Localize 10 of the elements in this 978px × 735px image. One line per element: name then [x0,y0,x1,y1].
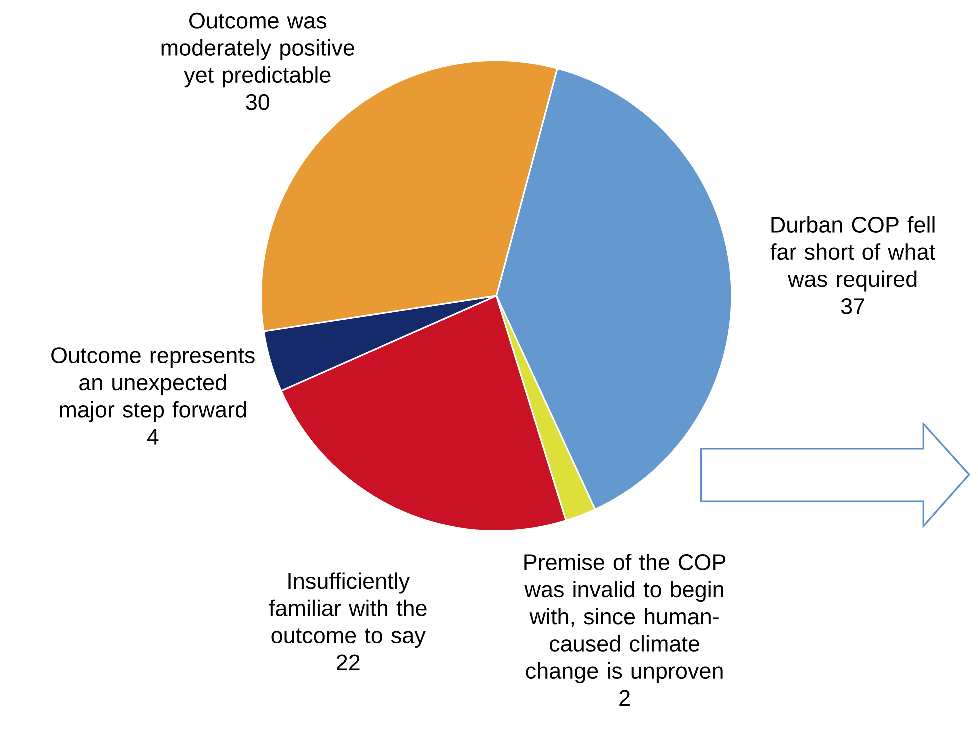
data-label: 37 [841,298,864,314]
data-label: 2 [620,690,630,706]
slice-label: Durban COP fell far short of what was required [770,216,936,292]
slice-label: Premise of the COP was invalid to begin with, since human-caused climate change is unproven [524,554,726,684]
data-label: 22 [337,654,360,670]
slice-label: Outcome represents an unexpected major step forward [52,348,255,422]
slice-label: Insufficiently familiar with the outcome to say [269,572,427,648]
data-label: 30 [246,94,270,110]
slice-label: Outcome was moderately positive yet predictable [162,12,354,88]
data-label: 4 [147,429,159,445]
